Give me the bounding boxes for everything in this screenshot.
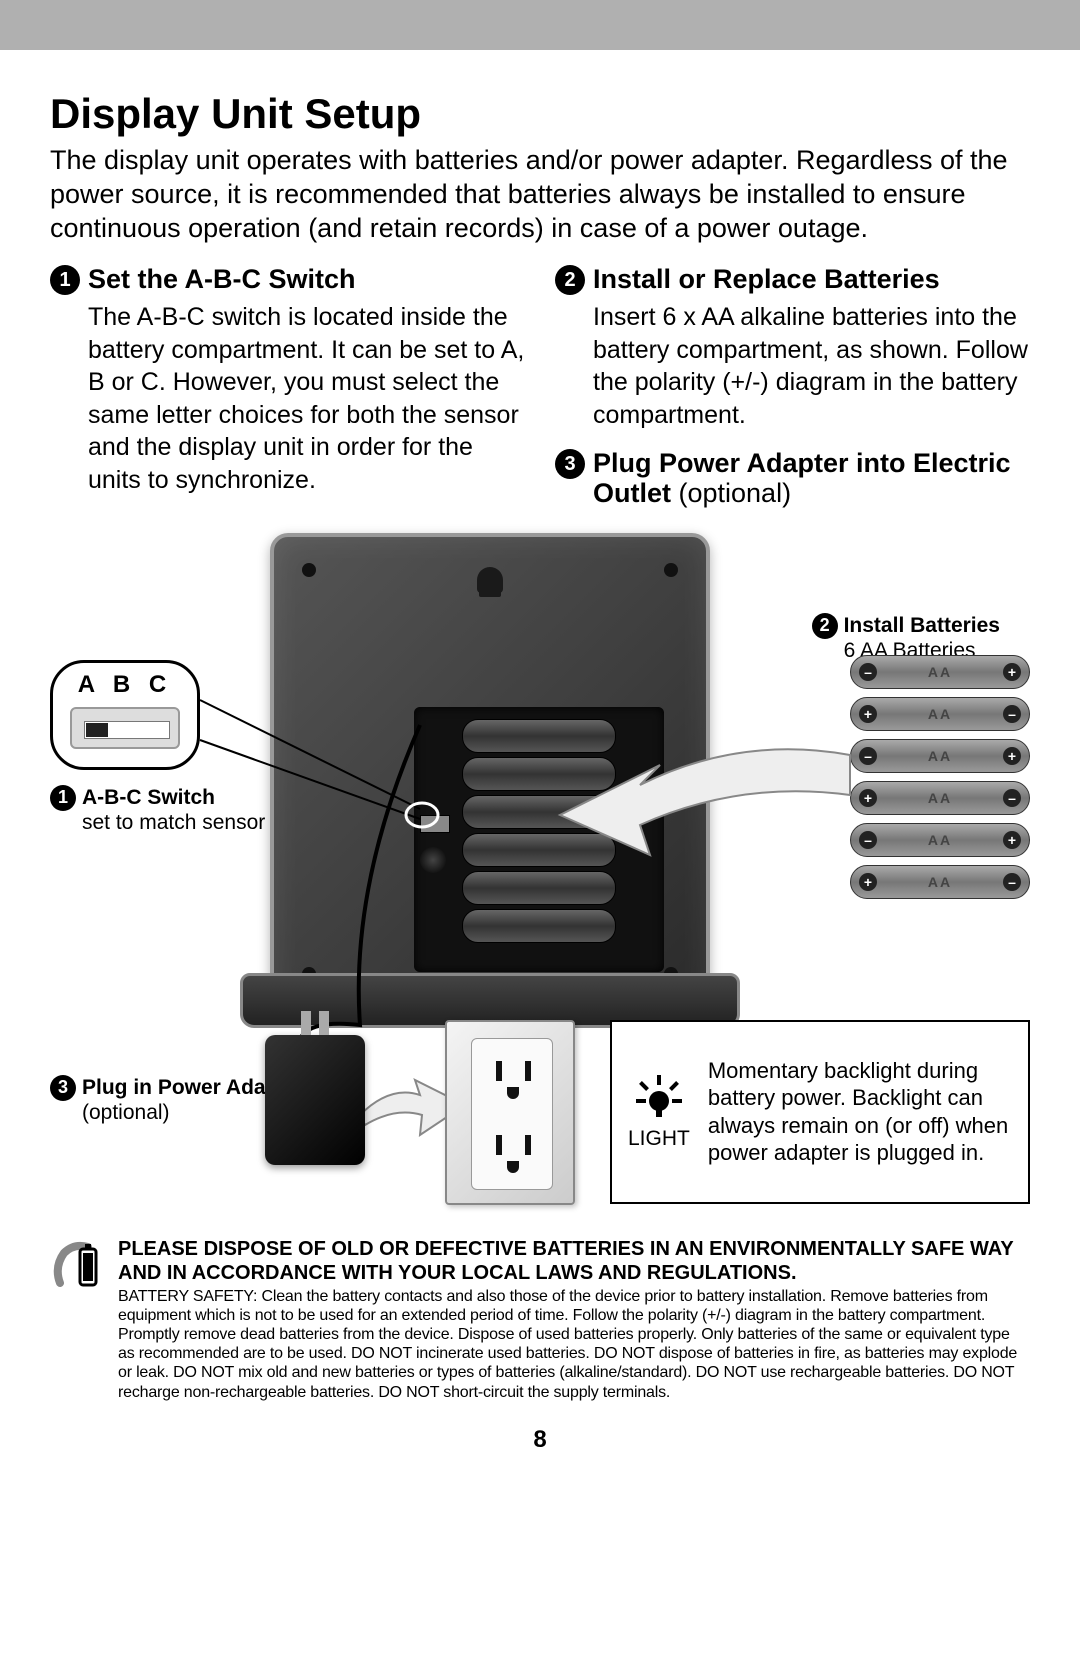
step2-number-icon: 2 bbox=[555, 265, 585, 295]
step3-number-icon: 3 bbox=[555, 449, 585, 479]
top-bar bbox=[0, 0, 1080, 50]
power-adapter-icon bbox=[265, 1035, 365, 1165]
light-label: LIGHT bbox=[628, 1127, 690, 1150]
light-text: Momentary backlight during battery power… bbox=[708, 1057, 1012, 1167]
abc-callout: A B C bbox=[50, 660, 200, 770]
callout-abc: 1 A-B-C Switch set to match sensor bbox=[50, 785, 265, 835]
warning-fine: BATTERY SAFETY: Clean the battery contac… bbox=[118, 1287, 1030, 1402]
battery-aa-label: AA bbox=[928, 790, 952, 806]
battery-terminal: – bbox=[859, 747, 877, 765]
battery-terminal: + bbox=[1003, 663, 1021, 681]
recycle-battery-icon bbox=[50, 1237, 106, 1293]
battery-terminal: – bbox=[859, 831, 877, 849]
battery-terminal: – bbox=[859, 663, 877, 681]
step2-body: Insert 6 x AA alkaline batteries into th… bbox=[555, 301, 1030, 431]
battery-icon: + AA – bbox=[850, 697, 1030, 731]
battery-icon: – AA + bbox=[850, 823, 1030, 857]
screw-icon bbox=[302, 563, 316, 577]
battery-terminal: – bbox=[1003, 873, 1021, 891]
battery-slot bbox=[462, 909, 616, 943]
battery-terminal: – bbox=[1003, 789, 1021, 807]
callout2-title: Install Batteries bbox=[844, 614, 1000, 637]
battery-aa-label: AA bbox=[928, 874, 952, 890]
callout1-number-icon: 1 bbox=[50, 785, 76, 811]
battery-terminal: + bbox=[1003, 831, 1021, 849]
step2-title: Install or Replace Batteries bbox=[593, 265, 940, 295]
callout3-sub: (optional) bbox=[82, 1101, 170, 1124]
screw-icon bbox=[664, 563, 678, 577]
step1-title: Set the A-B-C Switch bbox=[88, 265, 356, 295]
step3-title: Plug Power Adapter into Electric Outlet … bbox=[593, 449, 1030, 508]
diagram: A B C 1 A-B-C Switch set to match sensor… bbox=[50, 525, 1030, 1225]
step1-number-icon: 1 bbox=[50, 265, 80, 295]
battery-column: – AA + + AA – – AA + + AA – – AA + + AA – bbox=[850, 655, 1030, 907]
page-number: 8 bbox=[50, 1426, 1030, 1454]
callout1-title: A-B-C Switch bbox=[82, 786, 215, 809]
battery-terminal: + bbox=[859, 705, 877, 723]
step2: 2 Install or Replace Batteries Insert 6 … bbox=[555, 265, 1030, 431]
step3: 3 Plug Power Adapter into Electric Outle… bbox=[555, 449, 1030, 508]
battery-icon: – AA + bbox=[850, 739, 1030, 773]
abc-switch-graphic bbox=[70, 707, 180, 749]
page-title: Display Unit Setup bbox=[50, 90, 1030, 138]
abc-switch-icon bbox=[420, 815, 450, 833]
step1-body: The A-B-C switch is located inside the b… bbox=[50, 301, 525, 496]
button-icon bbox=[420, 847, 446, 873]
battery-aa-label: AA bbox=[928, 664, 952, 680]
battery-aa-label: AA bbox=[928, 832, 952, 848]
callout1-sub: set to match sensor bbox=[82, 811, 265, 834]
battery-terminal: + bbox=[859, 789, 877, 807]
arrow-batteries-icon bbox=[520, 725, 860, 895]
warning-bold: PLEASE DISPOSE OF OLD OR DEFECTIVE BATTE… bbox=[118, 1237, 1030, 1285]
battery-icon: + AA – bbox=[850, 781, 1030, 815]
battery-aa-label: AA bbox=[928, 706, 952, 722]
abc-label: A B C bbox=[65, 671, 185, 699]
callout2-number-icon: 2 bbox=[812, 613, 838, 639]
step1: 1 Set the A-B-C Switch The A-B-C switch … bbox=[50, 265, 525, 514]
battery-aa-label: AA bbox=[928, 748, 952, 764]
battery-terminal: + bbox=[1003, 747, 1021, 765]
callout3-number-icon: 3 bbox=[50, 1075, 76, 1101]
battery-terminal: + bbox=[859, 873, 877, 891]
intro-text: The display unit operates with batteries… bbox=[50, 144, 1030, 245]
electric-outlet-icon bbox=[445, 1020, 575, 1205]
battery-terminal: – bbox=[1003, 705, 1021, 723]
battery-icon: + AA – bbox=[850, 865, 1030, 899]
battery-icon: – AA + bbox=[850, 655, 1030, 689]
hanger-icon bbox=[477, 567, 503, 593]
lightbox: LIGHT Momentary backlight during battery… bbox=[610, 1020, 1030, 1204]
light-icon: LIGHT bbox=[628, 1073, 690, 1151]
warning: PLEASE DISPOSE OF OLD OR DEFECTIVE BATTE… bbox=[50, 1237, 1030, 1402]
